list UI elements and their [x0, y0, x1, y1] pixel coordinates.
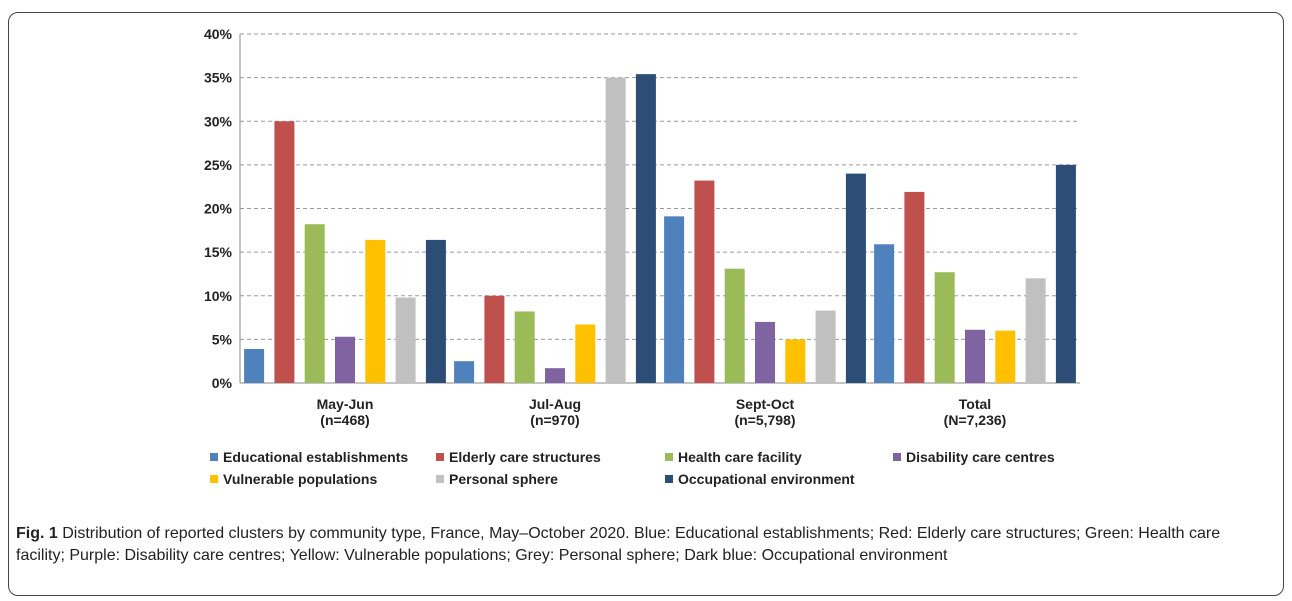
y-tick-label: 5%	[212, 331, 233, 347]
x-category-label: (N=7,236)	[944, 412, 1007, 428]
bar	[694, 180, 715, 383]
y-tick-label: 15%	[204, 244, 233, 260]
bar	[874, 244, 895, 383]
bar	[724, 268, 745, 383]
bar	[425, 239, 446, 383]
y-tick-label: 40%	[204, 26, 233, 42]
legend-swatch	[210, 475, 218, 483]
bar	[244, 348, 265, 383]
figure-caption-text: Distribution of reported clusters by com…	[16, 525, 1221, 564]
x-category-label: (n=5,798)	[734, 412, 795, 428]
legend-label: Health care facility	[678, 449, 802, 465]
figure-caption: Fig. 1 Distribution of reported clusters…	[16, 523, 1271, 567]
bar	[575, 324, 596, 383]
legend-swatch	[436, 453, 444, 461]
legend-swatch	[893, 453, 901, 461]
x-category-label: (n=468)	[320, 412, 369, 428]
y-tick-label: 30%	[204, 113, 233, 129]
bar	[664, 216, 685, 383]
legend-swatch	[210, 453, 218, 461]
legend-swatch	[665, 453, 673, 461]
bar	[274, 121, 295, 383]
bar	[995, 330, 1016, 383]
legend-swatch	[665, 475, 673, 483]
legend-label: Vulnerable populations	[223, 471, 377, 487]
bar	[755, 321, 775, 383]
bar	[785, 339, 806, 383]
bar	[514, 311, 535, 383]
x-category-label: Sept-Oct	[736, 396, 795, 412]
bar	[1055, 164, 1076, 383]
x-category-label: May-Jun	[317, 396, 374, 412]
legend-label: Occupational environment	[678, 471, 855, 487]
bar	[904, 191, 925, 383]
y-tick-label: 10%	[204, 288, 233, 304]
legend-label: Personal sphere	[449, 471, 558, 487]
y-tick-label: 25%	[204, 157, 233, 173]
bar	[454, 361, 475, 383]
legend-label: Educational establishments	[223, 449, 408, 465]
bar	[635, 74, 656, 383]
figure-caption-label: Fig. 1	[16, 525, 58, 542]
y-tick-label: 20%	[204, 201, 233, 217]
bar	[1025, 278, 1046, 383]
bar	[815, 310, 836, 383]
bar	[395, 297, 416, 383]
legend-swatch	[436, 475, 444, 483]
bar	[484, 295, 505, 383]
x-category-label: (n=970)	[530, 412, 579, 428]
bar	[365, 239, 386, 383]
y-tick-label: 0%	[212, 375, 233, 391]
bar-chart: 0% 5% 10% 15% 20% 25% 30% 35% 40% May-Jun(n=468) J…	[204, 26, 1080, 487]
x-category-label: Jul-Aug	[529, 396, 581, 412]
bar	[934, 272, 955, 383]
legend-label: Elderly care structures	[449, 449, 601, 465]
bar	[545, 368, 565, 383]
bar	[335, 336, 355, 383]
bar	[845, 173, 866, 383]
bar	[304, 224, 325, 383]
legend-label: Disability care centres	[906, 449, 1055, 465]
bar	[965, 329, 985, 383]
y-tick-label: 35%	[204, 70, 233, 86]
bar	[605, 77, 626, 383]
x-category-label: Total	[959, 396, 991, 412]
